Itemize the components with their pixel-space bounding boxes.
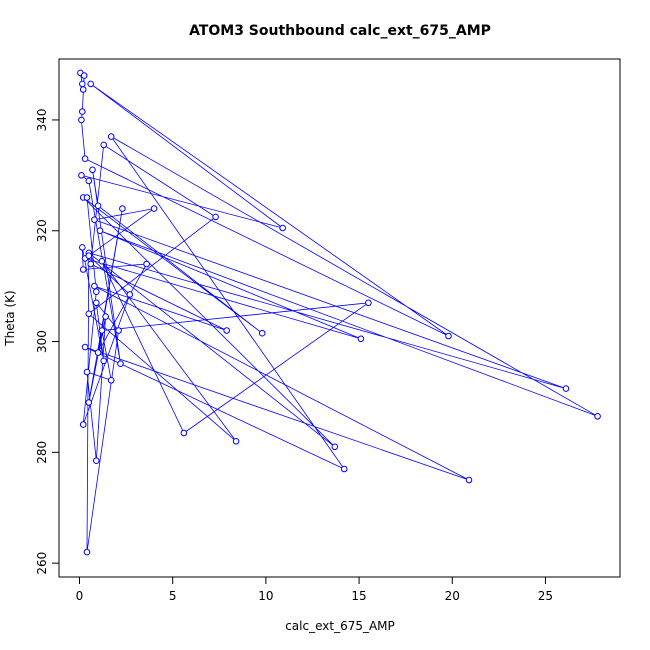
x-axis-label: calc_ext_675_AMP [285,619,395,633]
data-point [96,227,104,234]
data-point [91,216,98,223]
x-tick-label: 5 [169,589,177,603]
data-point [83,368,91,376]
x-axis: 0 5 10 15 20 25 [76,576,553,603]
data-point [79,421,87,428]
series-layer [77,69,601,556]
data-point [85,399,93,406]
x-tick-label: 15 [351,589,366,603]
data-point [79,266,87,273]
data-point [223,327,230,334]
x-tick-label: 0 [76,589,84,603]
y-tick-label: 300 [35,330,49,353]
data-point [83,548,91,556]
data-point [78,172,85,179]
y-tick-label: 340 [35,108,49,131]
y-tick-label: 280 [35,441,49,464]
data-point [85,177,93,185]
data-point [79,86,87,93]
data-point [94,349,102,356]
data-point [340,465,348,473]
data-point [279,224,287,232]
data-point [102,313,109,320]
data-point [365,299,372,307]
data-point [232,438,240,445]
data-point [94,202,102,210]
data-point [594,413,601,420]
data-point [465,476,473,484]
data-point [100,357,107,365]
data-point [81,343,89,351]
data-point [150,205,158,212]
data-point [98,327,106,334]
data-point [78,116,85,124]
data-point [331,443,339,451]
data-point [87,80,94,88]
y-tick-label: 260 [35,552,49,575]
data-point [81,155,89,162]
data-point [258,329,266,337]
data-point [93,288,100,296]
data-point [91,282,98,290]
data-point [126,291,134,298]
x-tick-label: 20 [445,589,460,603]
data-point [562,385,570,392]
data-point [119,205,126,212]
data-point [180,429,188,437]
data-point [115,327,122,334]
data-point [98,257,106,265]
x-tick-label: 25 [538,589,553,603]
data-point [357,335,365,343]
data-point [107,377,115,384]
data-point [85,252,93,259]
series-line [80,72,598,553]
data-point [93,299,100,307]
data-point [100,141,107,149]
data-point [117,360,124,368]
data-point [83,194,91,201]
y-axis-label: Theta (K) [3,290,17,346]
data-point [79,108,86,115]
y-axis: 260 280 300 320 340 [35,108,60,575]
data-point [87,260,94,268]
data-point [93,457,100,465]
data-point [143,260,150,268]
data-point [89,166,96,174]
data-point [212,213,219,221]
chart-title: ATOM3 Southbound calc_ext_675_AMP [189,23,491,39]
x-tick-label: 10 [258,589,273,603]
y-tick-label: 320 [35,219,49,242]
data-point [445,332,452,340]
data-point [79,244,86,251]
data-point [107,133,115,140]
data-point [80,72,88,79]
plot-area [58,58,621,578]
data-point [85,310,93,318]
data-point [79,80,86,88]
